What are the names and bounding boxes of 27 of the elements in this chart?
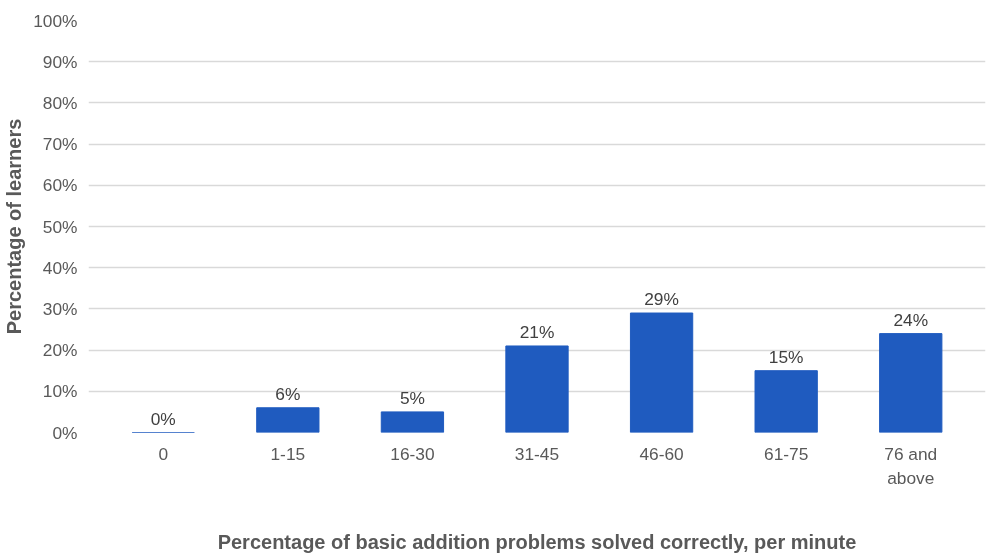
y-tick-label: 0%	[52, 422, 78, 443]
y-tick-label: 70%	[42, 134, 78, 155]
y-tick-label: 100%	[33, 10, 78, 31]
y-tick-label: 50%	[42, 216, 78, 237]
y-axis-title: Percentage of learners	[3, 118, 26, 335]
x-tick-label: 76 and above	[884, 443, 938, 488]
x-tick-label: 0	[158, 443, 169, 464]
data-label: 5%	[399, 387, 425, 408]
x-tick-label: 16-30	[390, 443, 435, 464]
y-tick-label: 20%	[42, 340, 78, 361]
x-tick-label: 31-45	[514, 443, 560, 464]
x-tick-label: 1-15	[270, 443, 306, 464]
y-tick-label: 60%	[42, 175, 78, 196]
data-label: 21%	[519, 321, 555, 342]
x-tick-label: 61-75	[764, 443, 809, 464]
y-tick-label: 10%	[42, 381, 78, 402]
data-label: 0%	[150, 408, 176, 429]
data-label: 15%	[768, 346, 804, 367]
y-tick-label: 30%	[42, 298, 78, 319]
x-axis-title: Percentage of basic addition problems solved correctly, per minute	[217, 530, 857, 553]
y-tick-label: 40%	[42, 257, 78, 278]
data-label: 29%	[644, 289, 679, 310]
y-tick-label: 90%	[42, 51, 78, 72]
x-tick-label: 46-60	[639, 443, 684, 464]
data-label: 6%	[275, 383, 301, 404]
y-tick-label: 80%	[42, 92, 78, 113]
data-label: 24%	[893, 309, 929, 330]
